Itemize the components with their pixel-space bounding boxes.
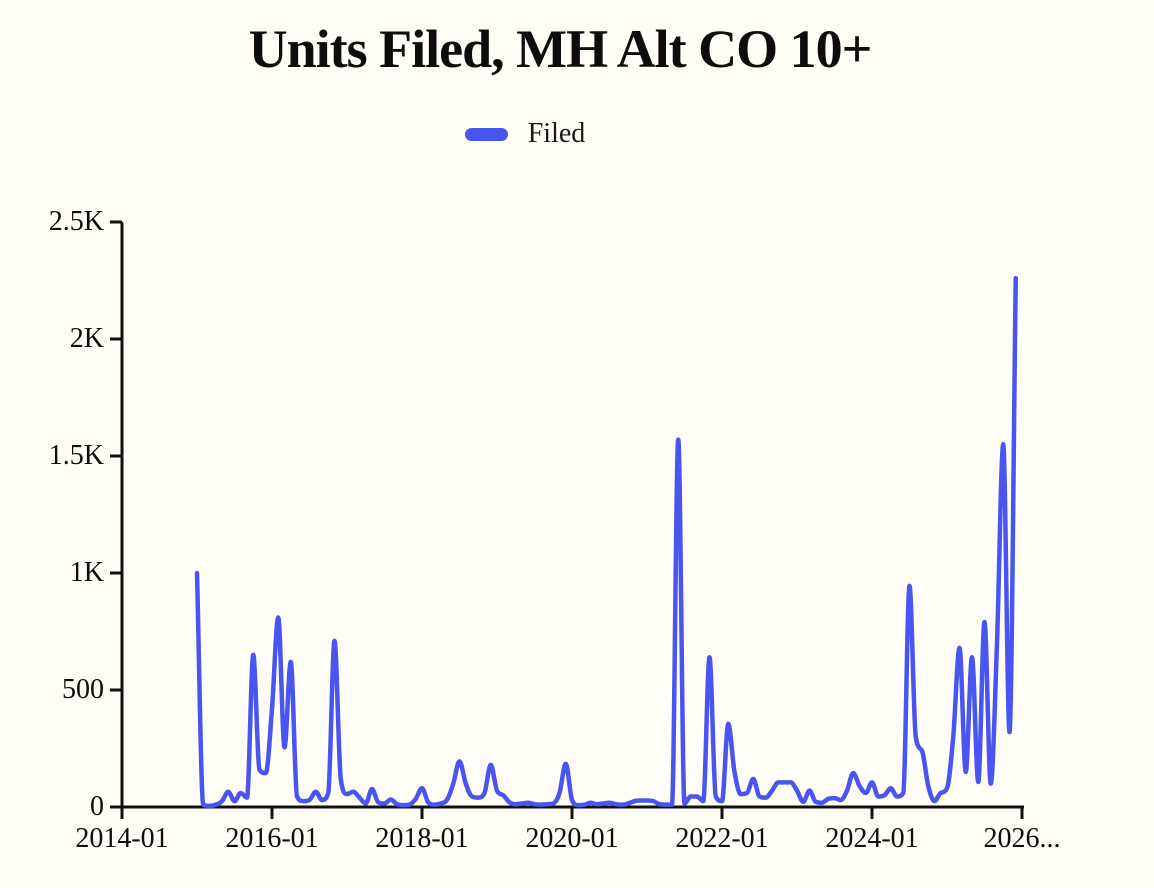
y-tick-label: 1K	[69, 557, 104, 588]
y-tick-label: 500	[62, 674, 104, 705]
series-line-filed	[194, 275, 1018, 809]
legend-item-filed[interactable]: Filed	[464, 118, 586, 149]
axes	[110, 220, 1024, 819]
x-tick-label: 2014-01	[75, 823, 169, 854]
legend-swatch-icon	[464, 127, 508, 141]
legend-label: Filed	[527, 118, 586, 149]
x-tick-label: 2016-01	[225, 823, 319, 854]
x-tick-label: 2026...	[983, 823, 1061, 854]
x-tick-label: 2020-01	[525, 823, 619, 854]
x-tick-label: 2018-01	[375, 823, 469, 854]
chart-title: Units Filed, MH Alt CO 10+	[248, 19, 873, 79]
x-tick-label: 2022-01	[675, 823, 769, 854]
legend: Filed	[0, 120, 1050, 148]
y-tick-label: 0	[90, 791, 104, 822]
y-tick-label: 1.5K	[48, 440, 104, 471]
y-tick-label: 2K	[69, 323, 104, 354]
y-tick-label: 2.5K	[48, 206, 104, 237]
x-tick-label: 2024-01	[825, 823, 919, 854]
